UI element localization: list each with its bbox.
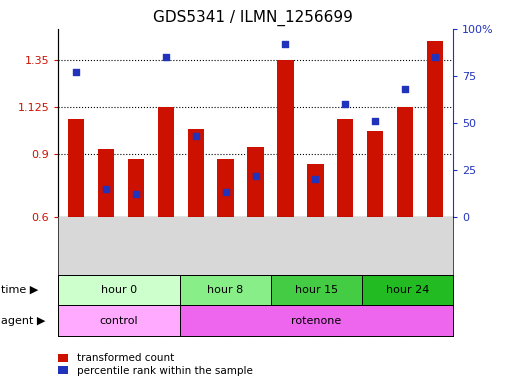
Bar (68, 119, 84, 217)
Bar (58, 305, 179, 336)
Text: control: control (99, 316, 138, 326)
Text: GDS5341 / ILMN_1256699: GDS5341 / ILMN_1256699 (153, 10, 352, 26)
Bar (277, 60, 293, 217)
Text: agent ▶: agent ▶ (1, 316, 45, 326)
Bar (97, 149, 114, 217)
Bar (396, 107, 413, 217)
Bar (247, 147, 263, 217)
Bar (157, 107, 174, 217)
Point (221, 189, 229, 195)
Point (370, 118, 378, 124)
Point (191, 133, 199, 139)
Bar (217, 159, 233, 217)
Point (311, 176, 319, 182)
Point (251, 172, 259, 179)
Bar (187, 129, 204, 217)
Bar (426, 41, 442, 217)
Bar (127, 159, 144, 217)
Text: hour 8: hour 8 (207, 285, 243, 295)
Point (132, 191, 140, 197)
Point (102, 186, 110, 192)
Text: hour 0: hour 0 (100, 285, 137, 295)
Bar (336, 119, 353, 217)
Point (162, 54, 170, 60)
Text: time ▶: time ▶ (1, 285, 38, 295)
Bar (361, 275, 452, 305)
Bar (307, 164, 323, 217)
Bar (179, 275, 270, 305)
Point (340, 101, 348, 107)
Legend: transformed count, percentile rank within the sample: transformed count, percentile rank withi… (56, 351, 254, 378)
Bar (179, 305, 452, 336)
Text: rotenone: rotenone (290, 316, 341, 326)
Point (281, 41, 289, 47)
Bar (270, 275, 361, 305)
Point (430, 54, 438, 60)
Point (72, 69, 80, 75)
Point (400, 86, 408, 92)
Bar (58, 275, 179, 305)
Bar (366, 131, 383, 217)
Text: hour 15: hour 15 (294, 285, 337, 295)
Text: hour 24: hour 24 (385, 285, 428, 295)
